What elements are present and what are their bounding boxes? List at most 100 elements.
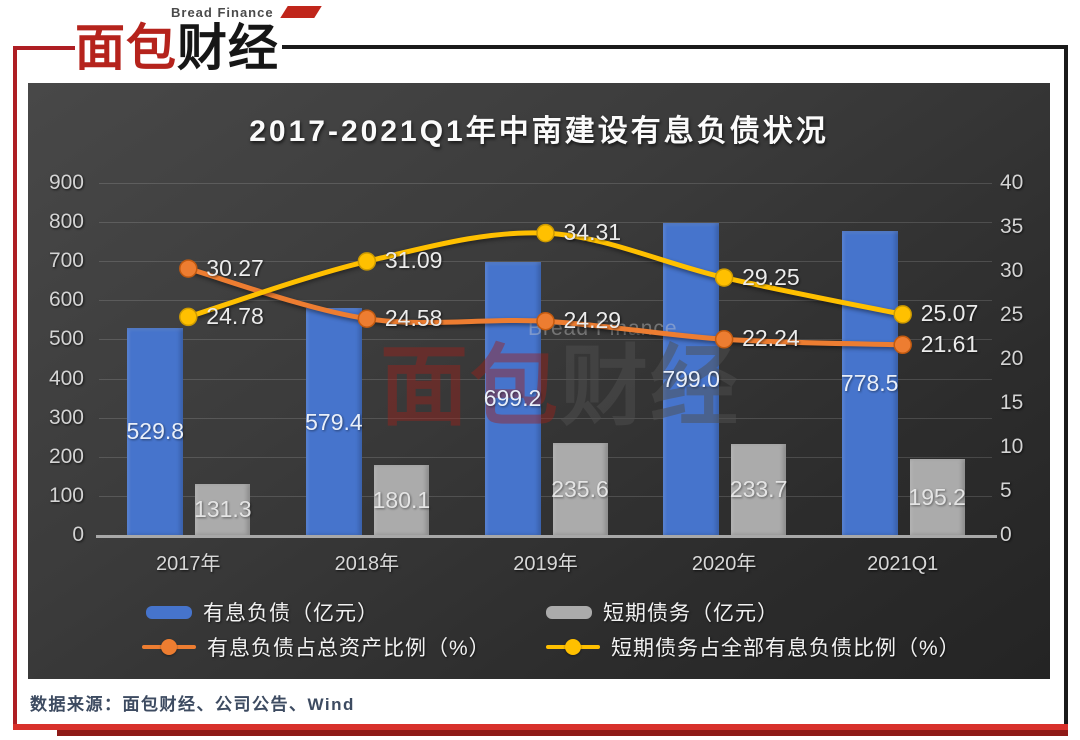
bar-value-label: 778.5 <box>840 369 899 396</box>
grid-line <box>99 378 992 380</box>
x-category-label: 2021Q1 <box>867 553 939 575</box>
line-value-label: 31.09 <box>384 247 443 274</box>
legend-dot-orange <box>161 639 177 655</box>
bar-value-label: 233.7 <box>729 476 788 503</box>
x-category-label: 2019年 <box>513 553 578 575</box>
grid-line <box>99 417 992 419</box>
frame-bottom-darkred-line <box>57 730 1068 736</box>
left-axis-tick-label: 200 <box>48 444 84 468</box>
line-marker <box>536 311 555 331</box>
logo-swoosh-icon <box>279 6 322 18</box>
watermark-brand-cn: 面包财经 <box>380 340 740 433</box>
frame-top-red-line <box>13 46 75 50</box>
legend-label-interest-debt: 有息负债（亿元） <box>203 602 379 625</box>
legend-bar-swatch-blue <box>146 605 192 619</box>
frame-right-black-line <box>1064 45 1068 730</box>
legend-bar-swatch-gray <box>546 605 592 619</box>
right-axis-tick-label: 25 <box>1000 303 1024 326</box>
line-marker <box>893 335 912 355</box>
left-axis-tick-label: 800 <box>48 210 84 234</box>
brand-logo: Bread Finance 面包财经 <box>75 2 322 76</box>
left-axis-tick-label: 900 <box>48 171 84 194</box>
logo-brand-cn-black: 财经 <box>177 20 279 76</box>
x-category-label: 2017年 <box>156 553 221 575</box>
line-marker <box>536 223 555 243</box>
bar-interest-debt <box>484 261 541 535</box>
line-value-label: 30.27 <box>206 254 264 281</box>
logo-brand-cn-red: 面包 <box>75 20 177 76</box>
grid-line <box>99 339 992 341</box>
watermark: Bread Finance 面包财经 <box>380 317 740 433</box>
line-value-label: 21.61 <box>920 330 979 357</box>
line-value-label: 24.58 <box>384 304 443 331</box>
legend-dot-yellow <box>565 639 581 655</box>
line-value-label: 29.25 <box>742 263 800 290</box>
bar-interest-debt <box>305 308 362 535</box>
logo-brand-en: Bread Finance <box>171 4 274 20</box>
x-category-label: 2018年 <box>334 553 400 575</box>
left-axis-tick-label: 700 <box>48 249 84 273</box>
right-axis-tick-label: 35 <box>1000 215 1024 238</box>
chart-canvas: 2017-2021Q1年中南建设有息负债状况 Bread Finance 面包财… <box>28 83 1050 679</box>
bar-value-label: 579.4 <box>305 408 363 435</box>
bar-value-label: 799.0 <box>662 365 720 392</box>
legend-item-interest-debt: 有息负债（亿元） <box>146 597 379 627</box>
bar-short-debt <box>195 483 251 535</box>
left-axis-tick-label: 0 <box>72 523 84 546</box>
grid-line <box>99 456 992 458</box>
line-value-label: 24.29 <box>563 307 622 334</box>
line-marker <box>714 330 734 349</box>
right-axis-tick-label: 30 <box>1000 259 1024 282</box>
line-marker <box>357 252 377 271</box>
left-axis-tick-label: 600 <box>48 288 84 312</box>
left-axis-tick-label: 500 <box>48 327 84 351</box>
data-source-note: 数据来源：面包财经、公司公告、Wind <box>30 695 355 714</box>
bar-value-label: 131.3 <box>194 496 252 523</box>
left-axis-tick-label: 100 <box>48 483 84 507</box>
bar-short-debt <box>909 458 965 535</box>
x-category-label: 2020年 <box>691 553 757 575</box>
legend-label-debt-asset-ratio: 有息负债占总资产比例（%） <box>207 637 491 660</box>
legend-label-short-debt: 短期债务（亿元） <box>603 602 779 625</box>
x-axis-line <box>96 535 997 538</box>
grid-line <box>99 300 992 302</box>
bar-value-label: 180.1 <box>372 486 431 513</box>
right-axis-tick-label: 15 <box>1000 391 1024 414</box>
bar-short-debt <box>552 442 608 535</box>
right-axis-tick-label: 5 <box>1000 479 1012 502</box>
right-axis-tick-label: 10 <box>1000 435 1024 458</box>
grid-line <box>99 261 992 263</box>
line-series-layer <box>179 223 912 355</box>
left-axis-tick-label: 300 <box>48 405 84 429</box>
frame-top-black-line <box>282 45 1068 49</box>
legend-line-swatch-orange <box>142 639 196 655</box>
grid-line <box>99 222 992 224</box>
plot-area: 0 100 200 300 400 500 600 700 800 900 0 5 10 15 20 25 30… <box>28 83 1050 679</box>
watermark-cn-red: 面包 <box>380 337 561 436</box>
logo-top-row: Bread Finance <box>171 2 322 22</box>
bar-interest-debt <box>127 327 184 535</box>
bar-short-debt <box>731 443 787 535</box>
bar-value-label: 529.8 <box>126 418 185 445</box>
left-axis-tick-label: 400 <box>48 366 84 390</box>
line-marker <box>357 309 377 328</box>
frame-left-red-line <box>13 46 17 730</box>
legend-item-short-debt: 短期债务（亿元） <box>546 597 779 627</box>
frame-bottom-red-line <box>13 724 1068 730</box>
line-marker <box>893 305 912 324</box>
bar-value-label: 699.2 <box>483 385 542 412</box>
legend-item-short-ratio: 短期债务占全部有息负债比例（%） <box>546 632 961 662</box>
line-value-label: 34.31 <box>563 219 622 246</box>
grid-line <box>99 495 992 497</box>
grid-line <box>99 183 992 184</box>
watermark-cn-dark: 财经 <box>560 337 741 436</box>
bar-interest-debt <box>841 230 898 535</box>
line-marker <box>714 268 734 287</box>
line-value-label: 24.78 <box>206 302 264 329</box>
chart-legend: 有息负债（亿元） 短期债务（亿元） 有息负债占总资产比例（%） 短期债务占全部有… <box>28 83 1050 679</box>
line-value-label: 22.24 <box>742 325 800 352</box>
line-marker <box>179 307 198 327</box>
line-marker <box>179 259 198 278</box>
right-axis-tick-label: 40 <box>1000 171 1024 194</box>
